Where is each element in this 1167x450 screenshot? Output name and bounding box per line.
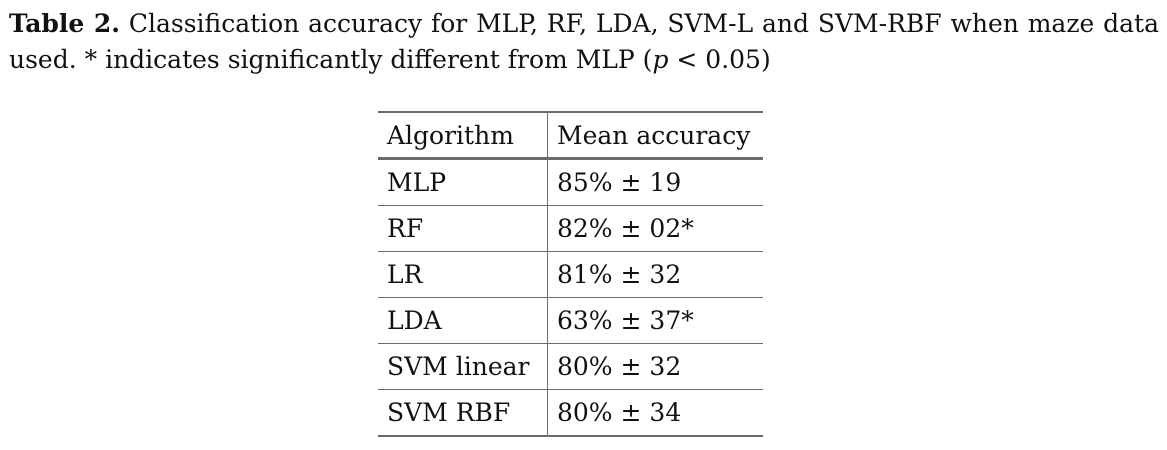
cell-accuracy: 82% ± 02* xyxy=(547,205,763,252)
cell-algorithm: LDA xyxy=(378,297,548,344)
table-header-row: Algorithm Mean accuracy xyxy=(378,112,763,160)
caption-p-symbol: p xyxy=(652,45,669,74)
caption-label: Table 2. xyxy=(9,9,120,38)
cell-algorithm: SVM linear xyxy=(378,343,548,390)
cell-algorithm: RF xyxy=(378,205,548,252)
cell-accuracy: 80% ± 34 xyxy=(547,389,763,437)
cell-accuracy: 80% ± 32 xyxy=(547,343,763,390)
cell-accuracy: 63% ± 37* xyxy=(547,297,763,344)
cell-algorithm: LR xyxy=(378,251,548,298)
table-row: LDA 63% ± 37* xyxy=(378,297,763,344)
cell-algorithm: MLP xyxy=(378,158,548,206)
caption-text: Classification accuracy for MLP, RF, LDA… xyxy=(9,9,1159,74)
caption-text-end: < 0.05) xyxy=(668,45,771,74)
table-caption: Table 2. Classification accuracy for MLP… xyxy=(9,6,1159,78)
table-row: SVM linear 80% ± 32 xyxy=(378,343,763,390)
table-row: LR 81% ± 32 xyxy=(378,251,763,298)
cell-algorithm: SVM RBF xyxy=(378,389,548,437)
header-algorithm: Algorithm xyxy=(378,112,548,160)
table-row: RF 82% ± 02* xyxy=(378,205,763,252)
accuracy-table: Algorithm Mean accuracy MLP 85% ± 19 RF … xyxy=(378,111,763,437)
table-row: SVM RBF 80% ± 34 xyxy=(378,389,763,437)
table-row: MLP 85% ± 19 xyxy=(378,158,763,206)
accuracy-table-container: Algorithm Mean accuracy MLP 85% ± 19 RF … xyxy=(378,111,763,437)
header-mean-accuracy: Mean accuracy xyxy=(547,112,763,160)
cell-accuracy: 81% ± 32 xyxy=(547,251,763,298)
cell-accuracy: 85% ± 19 xyxy=(547,158,763,206)
